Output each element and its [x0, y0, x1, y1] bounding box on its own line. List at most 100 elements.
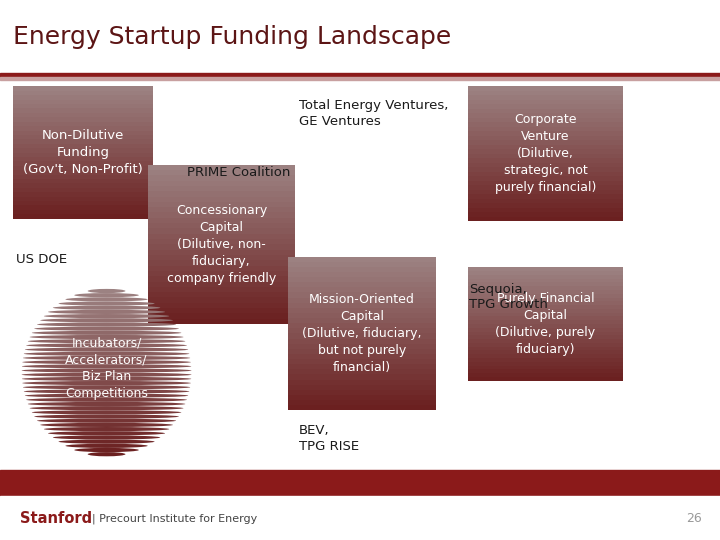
Bar	[468, 369, 623, 373]
Ellipse shape	[24, 352, 189, 356]
Bar	[148, 234, 295, 239]
Ellipse shape	[23, 385, 190, 389]
Bar	[148, 313, 295, 319]
Bar	[148, 186, 295, 191]
Bar	[13, 86, 153, 219]
Bar	[288, 400, 436, 405]
Bar	[468, 100, 623, 104]
Bar	[468, 343, 623, 347]
Bar	[13, 179, 153, 184]
Bar	[0, 0, 720, 73]
Ellipse shape	[22, 364, 192, 368]
Bar	[148, 239, 295, 244]
Bar	[468, 350, 623, 354]
Bar	[288, 328, 436, 333]
Bar	[468, 131, 623, 136]
Bar	[148, 249, 295, 255]
Bar	[148, 207, 295, 212]
Bar	[468, 316, 623, 320]
Bar	[13, 188, 153, 192]
Bar	[13, 157, 153, 161]
Bar	[468, 199, 623, 204]
Bar	[13, 109, 153, 113]
Text: Energy Startup Funding Landscape: Energy Startup Funding Landscape	[13, 25, 451, 49]
Bar	[13, 95, 153, 99]
Bar	[148, 298, 295, 303]
Ellipse shape	[53, 435, 161, 440]
Ellipse shape	[24, 389, 189, 394]
Bar	[0, 73, 720, 77]
Bar	[468, 91, 623, 96]
Ellipse shape	[30, 406, 184, 410]
Bar	[288, 272, 436, 277]
Bar	[468, 118, 623, 123]
Bar	[468, 358, 623, 362]
Bar	[468, 127, 623, 131]
Bar	[468, 282, 623, 286]
Ellipse shape	[48, 310, 165, 314]
Bar	[13, 210, 153, 214]
Bar	[468, 347, 623, 350]
Ellipse shape	[74, 448, 139, 452]
Bar	[468, 354, 623, 358]
Text: Non-Dilutive
Funding
(Gov't, Non-Profit): Non-Dilutive Funding (Gov't, Non-Profit)	[23, 129, 143, 176]
Bar	[13, 192, 153, 197]
Bar	[148, 308, 295, 313]
Bar	[148, 287, 295, 292]
Ellipse shape	[35, 415, 179, 419]
Bar	[148, 165, 295, 324]
Bar	[148, 197, 295, 202]
Bar	[288, 323, 436, 328]
Bar	[148, 176, 295, 180]
Text: PRIME Coalition: PRIME Coalition	[187, 166, 291, 179]
Bar	[148, 244, 295, 249]
Bar	[288, 267, 436, 272]
Bar	[468, 145, 623, 150]
Ellipse shape	[25, 348, 188, 352]
Text: BEV,
TPG RISE: BEV, TPG RISE	[299, 424, 359, 453]
Bar	[468, 181, 623, 185]
Ellipse shape	[66, 297, 148, 301]
Ellipse shape	[58, 301, 155, 306]
Bar	[13, 144, 153, 148]
Bar	[148, 223, 295, 228]
Bar	[288, 298, 436, 302]
Bar	[288, 354, 436, 359]
Bar	[468, 185, 623, 190]
Bar	[288, 384, 436, 390]
Bar	[468, 324, 623, 328]
Bar	[148, 165, 295, 170]
Bar	[288, 375, 436, 380]
Bar	[468, 335, 623, 339]
Ellipse shape	[40, 423, 173, 427]
Bar	[13, 117, 153, 122]
Bar	[13, 174, 153, 179]
Ellipse shape	[53, 306, 161, 310]
Bar	[288, 349, 436, 354]
Ellipse shape	[26, 343, 187, 348]
Bar	[148, 260, 295, 266]
Ellipse shape	[22, 373, 192, 377]
Ellipse shape	[26, 397, 187, 402]
Ellipse shape	[25, 394, 188, 397]
Bar	[468, 267, 623, 271]
Bar	[148, 255, 295, 260]
Bar	[288, 256, 436, 261]
Bar	[13, 113, 153, 117]
Bar	[13, 184, 153, 188]
Bar	[468, 298, 623, 301]
Text: Stanford: Stanford	[20, 511, 92, 526]
Bar	[468, 332, 623, 335]
Bar	[288, 344, 436, 349]
Ellipse shape	[32, 410, 181, 415]
Bar	[0, 496, 720, 540]
Bar	[468, 309, 623, 313]
Ellipse shape	[88, 289, 125, 293]
Text: 26: 26	[686, 512, 702, 525]
Bar	[13, 122, 153, 126]
Bar	[468, 167, 623, 172]
Bar	[468, 96, 623, 100]
Bar	[13, 197, 153, 201]
Text: Mission-Oriented
Capital
(Dilutive, fiduciary,
but not purely
financial): Mission-Oriented Capital (Dilutive, fidu…	[302, 293, 421, 374]
Bar	[468, 190, 623, 194]
